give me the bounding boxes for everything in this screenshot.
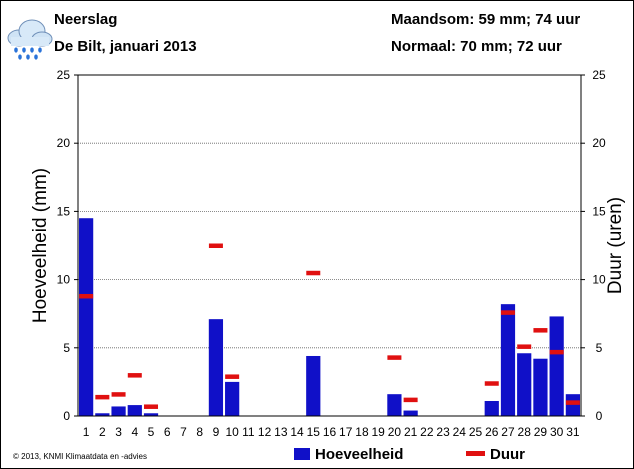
bar-hoeveelheid <box>95 413 110 416</box>
x-tick-label: 10 <box>225 425 239 439</box>
marker-duur <box>208 243 223 248</box>
bar-hoeveelheid <box>79 218 94 416</box>
bar-hoeveelheid <box>225 381 240 416</box>
y2-tick-label: 15 <box>592 204 606 218</box>
bar-hoeveelheid <box>517 353 532 416</box>
x-tick-label: 20 <box>388 425 402 439</box>
x-tick-label: 27 <box>501 425 515 439</box>
legend-label-duur: Duur <box>490 446 525 463</box>
legend-swatch-hoeveelheid <box>294 448 310 460</box>
x-tick-label: 17 <box>339 425 353 439</box>
y-tick-label: 25 <box>57 68 71 82</box>
marker-duur <box>387 355 402 360</box>
x-tick-label: 1 <box>83 425 90 439</box>
x-tick-label: 8 <box>196 425 203 439</box>
bar-hoeveelheid <box>111 406 126 416</box>
bar-hoeveelheid <box>549 316 564 416</box>
marker-duur <box>403 397 418 403</box>
marker-duur <box>111 392 126 397</box>
x-tick-label: 23 <box>436 425 450 439</box>
y-tick-label: 10 <box>57 273 71 287</box>
rain-cloud-icon <box>7 19 53 60</box>
x-tick-label: 21 <box>404 425 418 439</box>
x-tick-label: 28 <box>518 425 532 439</box>
marker-duur <box>533 328 548 333</box>
bar-hoeveelheid <box>208 319 224 416</box>
marker-duur <box>225 374 240 379</box>
y-axis-label: Hoeveelheid (mm) <box>30 168 51 323</box>
x-tick-label: 19 <box>371 425 385 439</box>
chart-subtitle: De Bilt, januari 2013 <box>54 38 197 55</box>
marker-duur <box>565 400 580 405</box>
x-tick-label: 11 <box>242 425 255 439</box>
x-tick-label: 22 <box>420 425 434 439</box>
bar-hoeveelheid <box>484 400 499 416</box>
x-tick-label: 9 <box>213 425 220 439</box>
marker-duur <box>95 394 110 400</box>
y2-tick-label: 20 <box>592 136 606 150</box>
x-tick-label: 3 <box>115 425 122 439</box>
plot-area <box>77 74 582 417</box>
y2-axis-label: Duur (uren) <box>605 197 626 294</box>
monthly-total: Maandsom: 59 mm; 74 uur <box>391 11 581 28</box>
x-tick-label: 13 <box>274 425 288 439</box>
legend: Hoeveelheid Duur <box>294 446 525 463</box>
x-tick-label: 5 <box>148 425 155 439</box>
y2-tick-label: 25 <box>592 68 606 82</box>
x-tick-label: 16 <box>323 425 337 439</box>
normal-total: Normaal: 70 mm; 72 uur <box>391 38 562 55</box>
marker-duur <box>549 349 564 355</box>
x-tick-label: 2 <box>99 425 106 439</box>
x-tick-label: 7 <box>180 425 187 439</box>
x-tick-label: 18 <box>355 425 369 439</box>
y-tick-label: 15 <box>57 204 71 218</box>
bar-hoeveelheid <box>403 410 418 416</box>
y-tick-label: 20 <box>57 136 71 150</box>
x-tick-label: 26 <box>485 425 499 439</box>
x-tick-label: 29 <box>534 425 548 439</box>
bar-hoeveelheid <box>533 358 548 416</box>
legend-label-hoeveelheid: Hoeveelheid <box>315 446 403 463</box>
y2-tick-label: 0 <box>596 409 603 423</box>
legend-swatch-duur <box>466 451 485 456</box>
marker-duur <box>127 373 142 378</box>
y-tick-label: 5 <box>63 341 70 355</box>
x-tick-label: 6 <box>164 425 171 439</box>
bar-hoeveelheid <box>127 405 142 416</box>
x-tick-label: 4 <box>131 425 138 439</box>
x-tick-label: 31 <box>566 425 580 439</box>
y-tick-label: 0 <box>63 409 70 423</box>
marker-duur <box>484 381 499 386</box>
copyright-notice: © 2013, KNMI Klimaatdata en -advies <box>13 452 147 461</box>
y2-tick-label: 10 <box>592 273 606 287</box>
marker-duur <box>79 293 94 299</box>
bar-hoeveelheid <box>500 304 516 416</box>
bar-hoeveelheid <box>565 394 580 416</box>
x-tick-label: 14 <box>290 425 304 439</box>
marker-duur <box>500 310 515 315</box>
marker-duur <box>306 270 321 276</box>
y2-tick-label: 5 <box>596 341 603 355</box>
bar-hoeveelheid <box>387 394 402 416</box>
x-tick-label: 24 <box>453 425 467 439</box>
x-tick-label: 25 <box>469 425 483 439</box>
bar-hoeveelheid <box>143 413 159 416</box>
x-tick-label: 30 <box>550 425 564 439</box>
marker-duur <box>144 404 159 409</box>
bar-hoeveelheid <box>306 355 321 416</box>
x-tick-label: 15 <box>307 425 321 439</box>
x-tick-label: 12 <box>258 425 272 439</box>
chart-title: Neerslag <box>54 11 118 28</box>
marker-duur <box>517 344 532 349</box>
